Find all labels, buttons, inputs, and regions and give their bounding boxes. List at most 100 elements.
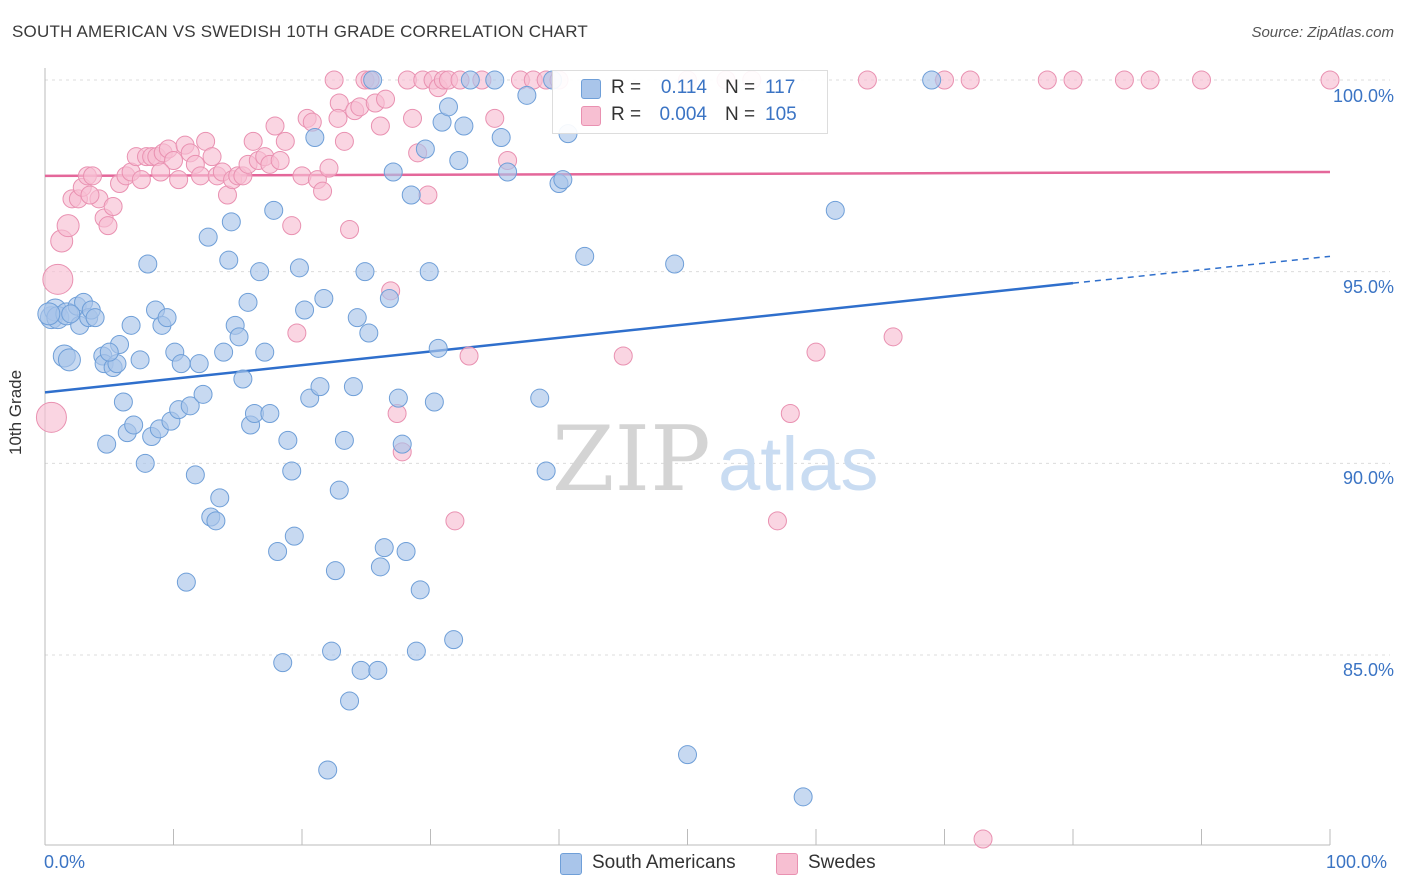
south-americans-point: [250, 262, 270, 282]
south-americans-point: [157, 308, 177, 328]
south-americans-point: [424, 392, 444, 412]
swedes-point: [485, 108, 505, 128]
swedes-point: [445, 511, 465, 531]
swedes-point: [80, 185, 100, 205]
pink-swatch: [776, 853, 798, 875]
south-americans-point: [189, 354, 209, 374]
swedes-point: [265, 116, 285, 136]
south-americans-point: [57, 348, 81, 372]
watermark-atlas: atlas: [718, 422, 879, 507]
south-americans-point: [138, 254, 158, 274]
watermark-zip: ZIP: [552, 407, 711, 512]
south-americans-point: [460, 70, 480, 90]
r-label: R =: [611, 77, 642, 98]
swedes-point: [243, 131, 263, 151]
south-americans-point: [219, 250, 239, 270]
swedes-point: [1192, 70, 1211, 90]
south-americans-point: [793, 787, 813, 807]
south-americans-point: [825, 200, 845, 220]
watermark: ZIP atlas: [552, 407, 879, 512]
south-americans-point: [379, 289, 399, 308]
south-americans-point: [289, 258, 309, 278]
swedes-point: [459, 346, 479, 366]
south-americans-point: [61, 304, 81, 324]
south-americans-point: [310, 377, 330, 397]
swedes-point: [169, 170, 189, 190]
south-americans-point: [491, 128, 511, 147]
south-americans-point: [325, 561, 345, 581]
n-label: N =: [725, 104, 756, 125]
south-americans-point: [273, 653, 293, 673]
chart-title: SOUTH AMERICAN VS SWEDISH 10TH GRADE COR…: [12, 22, 588, 41]
axes: [44, 68, 1331, 846]
swedes-point: [1037, 70, 1057, 90]
trend-lines: [44, 170, 1331, 394]
swedes-point: [403, 108, 423, 128]
south-americans-point: [498, 162, 518, 182]
source-credit: Source: ZipAtlas.com: [1251, 24, 1394, 41]
south-americans-point: [176, 572, 196, 592]
swedes-point: [324, 70, 344, 90]
swedes-point: [313, 181, 333, 201]
south-americans-point: [185, 465, 205, 485]
stats-legend: R = 0.114 N = 117 R = 0.004 N = 105: [552, 70, 828, 134]
south-americans-point: [268, 542, 288, 561]
swedes-point: [973, 829, 993, 849]
south-americans-point: [553, 170, 573, 190]
south-americans-point: [214, 342, 234, 362]
south-americans-point: [388, 388, 408, 408]
r-value: 0.004: [659, 104, 707, 125]
south-americans-point: [113, 392, 133, 412]
south-americans-trend-extension: [1072, 255, 1331, 284]
south-americans-point: [318, 760, 338, 780]
south-americans-point: [295, 300, 315, 320]
south-americans-point: [171, 354, 191, 374]
south-americans-point: [329, 480, 349, 500]
swedes-point: [190, 166, 210, 186]
south-americans-point: [322, 641, 342, 661]
swedes-point: [328, 108, 348, 128]
south-americans-point: [255, 342, 275, 362]
south-americans-point: [198, 227, 218, 247]
south-americans-point: [334, 430, 354, 450]
south-americans-trend-line: [44, 281, 1074, 394]
south-americans-point: [284, 526, 304, 546]
r-label: R =: [611, 104, 642, 125]
south-americans-points: [37, 70, 942, 807]
swedes-point: [960, 70, 980, 90]
swedes-point: [35, 401, 67, 433]
swedes-point: [151, 162, 171, 182]
swedes-point: [376, 89, 396, 109]
south-americans-point: [135, 453, 155, 473]
x-tick-label: 100.0%: [1326, 852, 1388, 872]
south-americans-point: [517, 85, 537, 105]
south-americans-point: [355, 262, 375, 282]
swedes-point: [83, 166, 103, 186]
south-americans-point: [396, 542, 416, 561]
south-americans-point: [180, 396, 200, 416]
swedes-point: [98, 216, 118, 236]
south-americans-point: [37, 302, 61, 326]
legend-label: South Americans: [592, 852, 736, 873]
blue-swatch: [581, 79, 601, 99]
n-value: 117: [765, 77, 796, 98]
swedes-point: [56, 214, 80, 238]
south-americans-point: [665, 254, 685, 274]
swedes-point: [767, 511, 787, 531]
pink-swatch: [581, 106, 601, 126]
legend-row-south-americans: R = 0.114 N = 117: [553, 75, 827, 103]
swedes-trend-line: [44, 170, 1331, 178]
south-americans-point: [347, 308, 367, 328]
legend-row-swedes: R = 0.004 N = 105: [553, 102, 827, 130]
south-americans-point: [85, 308, 105, 328]
r-value: 0.114: [660, 77, 707, 98]
south-americans-point: [233, 369, 253, 389]
south-americans-point: [363, 70, 383, 90]
x-tick-label: 0.0%: [44, 852, 86, 872]
swedes-point: [1320, 70, 1340, 90]
south-americans-point: [121, 315, 141, 335]
south-americans-point: [370, 557, 390, 577]
south-americans-point: [97, 434, 117, 454]
swedes-point: [1063, 70, 1083, 90]
